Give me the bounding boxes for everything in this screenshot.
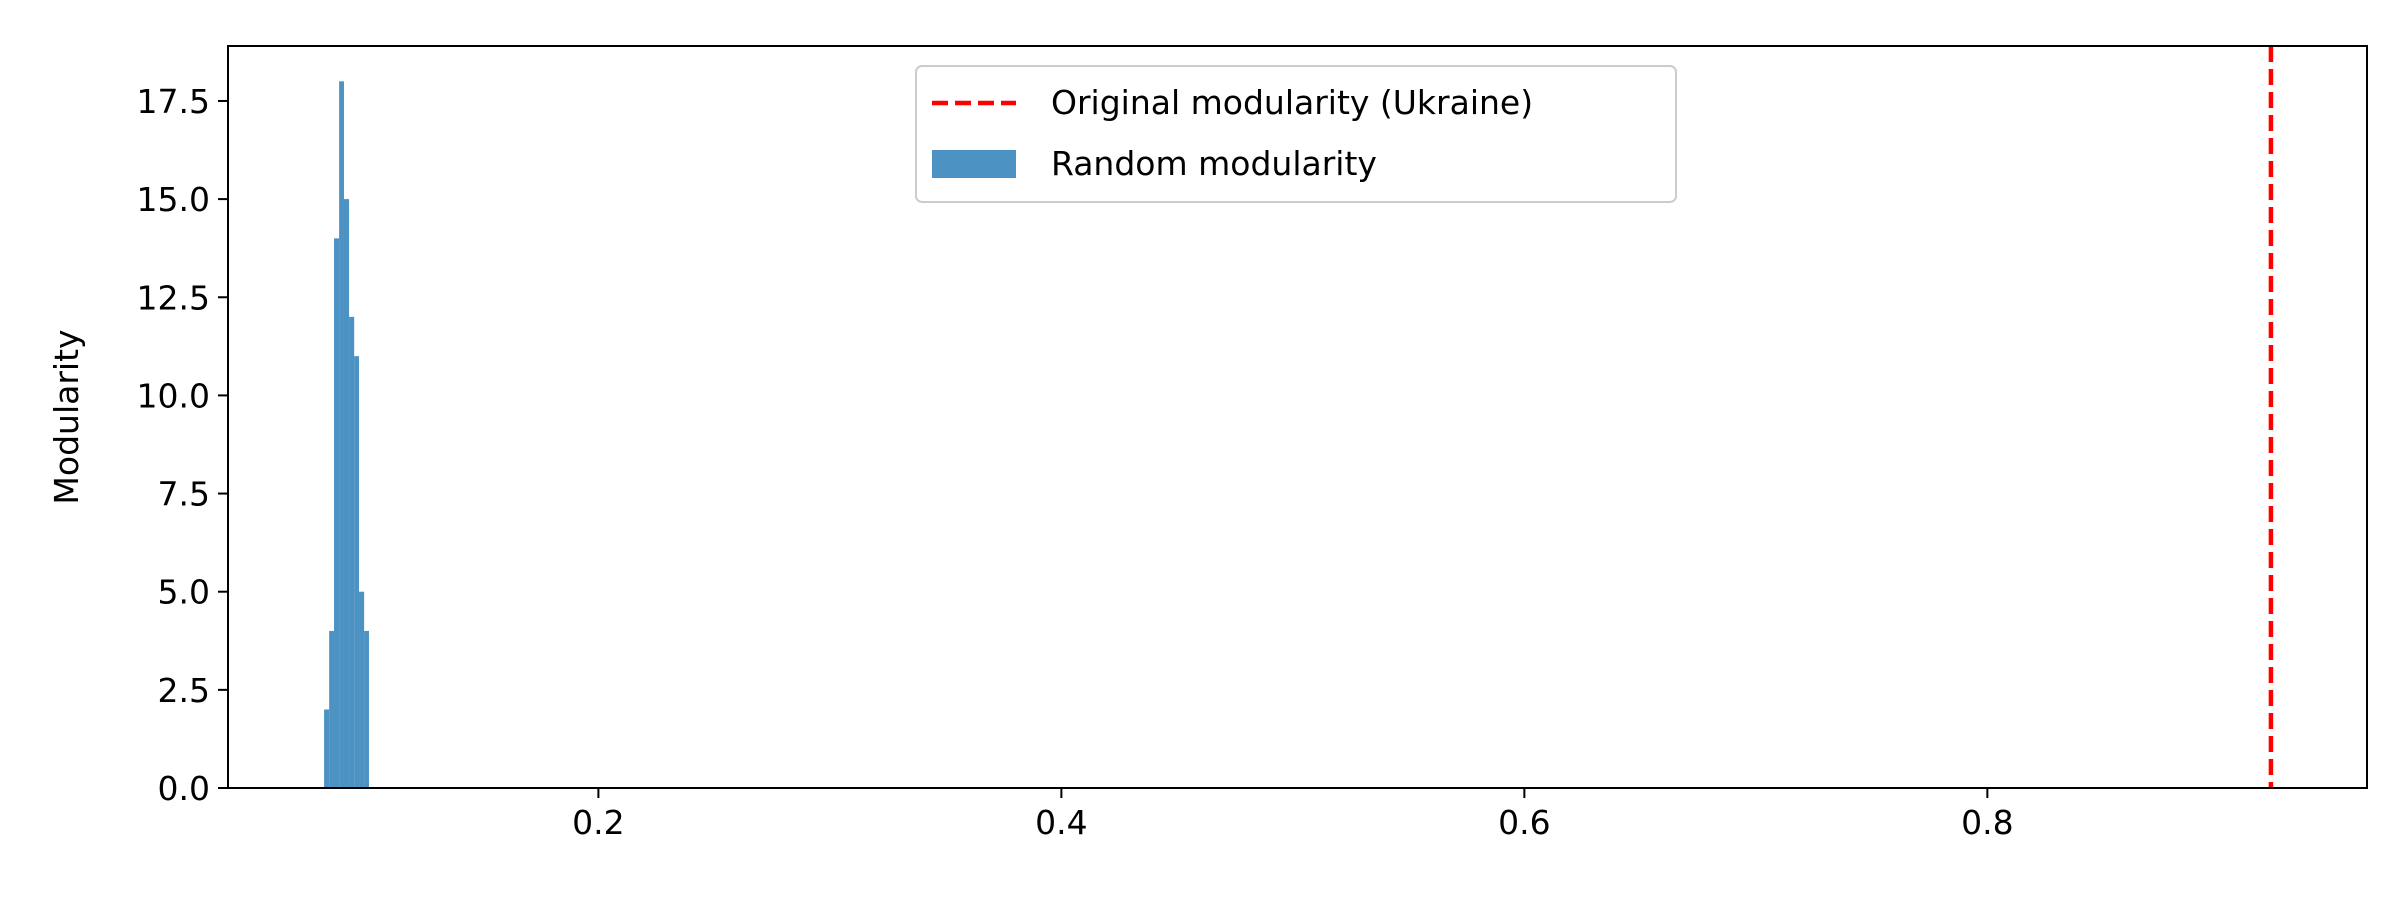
y-tick-label: 5.0: [158, 573, 210, 612]
histogram-bar-7: [354, 356, 360, 788]
legend-label-original: Original modularity (Ukraine): [1051, 83, 1533, 122]
x-tick-label: 0.8: [1961, 803, 2013, 842]
histogram-bar-8: [359, 591, 365, 788]
legend-box: [915, 65, 1677, 203]
y-tick-label: 15.0: [137, 180, 210, 219]
histogram-bar-4: [339, 81, 344, 789]
y-tick-label: 7.5: [158, 475, 210, 514]
x-tick-label: 0.6: [1498, 803, 1550, 842]
legend-label-random: Random modularity: [1051, 144, 1377, 183]
histogram-bar-3: [334, 238, 340, 789]
histogram-bar-5: [343, 199, 350, 789]
legend: Original modularity (Ukraine) Random mod…: [915, 65, 1677, 203]
plot-frame: [227, 45, 2368, 789]
x-axis: 0.2 0.4 0.6 0.8: [572, 788, 2014, 842]
histogram-bar-9: [364, 630, 369, 788]
x-tick-label: 0.4: [1035, 803, 1087, 842]
y-tick-label: 2.5: [158, 671, 210, 710]
x-tick-label: 0.2: [572, 803, 624, 842]
histogram-bar-2: [329, 630, 335, 788]
y-tick-label: 10.0: [137, 376, 210, 415]
y-axis-title: Modularity: [47, 329, 86, 504]
histogram-bar-1: [324, 709, 330, 788]
histogram-bars: [324, 81, 369, 789]
y-tick-label: 12.5: [137, 278, 210, 317]
y-axis: 0.0 2.5 5.0 7.5 10.0 12.5 15.0 17.5: [137, 82, 228, 808]
histogram-bar-6: [349, 316, 355, 788]
y-tick-label: 17.5: [137, 82, 210, 121]
y-tick-label: 0.0: [158, 769, 210, 808]
legend-bar-swatch: [932, 150, 1016, 178]
